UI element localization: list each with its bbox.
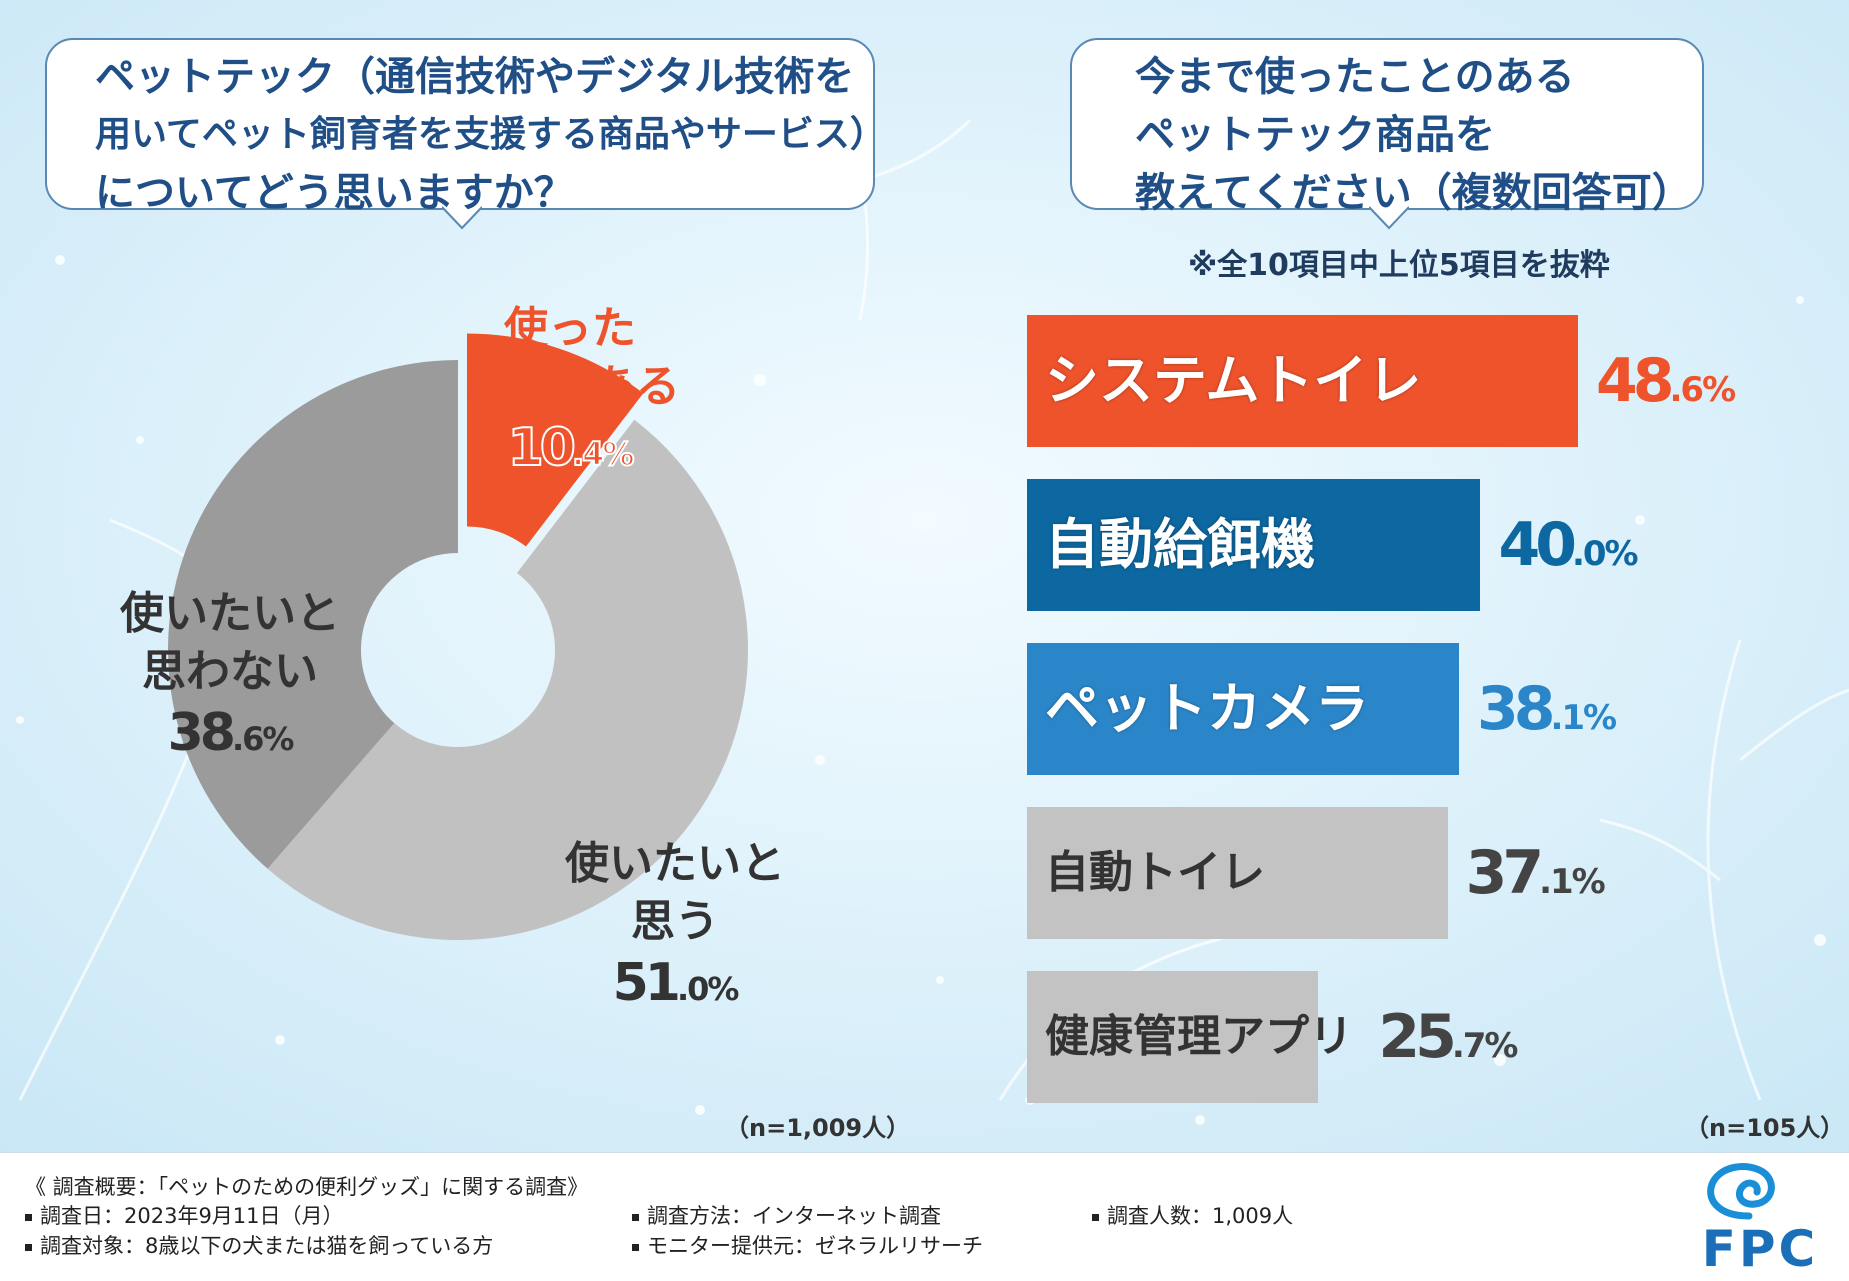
bar-value-main: 48 — [1596, 346, 1674, 416]
pie-value-decimal: .4% — [571, 434, 636, 474]
right-question-bubble — [1070, 38, 1704, 230]
survey-target: 調査対象：8歳以下の犬または猫を飼っている方 — [25, 1230, 493, 1260]
survey-count: 調査人数：1,009人 — [1092, 1200, 1293, 1230]
left-question-line: ペットテック（通信技術やデジタル技術を — [95, 54, 855, 100]
pie-sample-size: （n=1,009人） — [725, 1114, 911, 1142]
pie-label-text: ことがある — [460, 361, 680, 412]
pie-value: 38.6% — [100, 701, 360, 771]
bar-health-app: 健康管理アプリ — [1027, 971, 1353, 1103]
pie-value-decimal: .0% — [676, 970, 740, 1008]
pie-value-main: 51 — [612, 953, 681, 1013]
survey-date: 調査日：2023年9月11日（月） — [25, 1200, 344, 1230]
bar-value-decimal: .1% — [1539, 862, 1606, 902]
survey-provider-text: モニター提供元：ゼネラルリサーチ — [647, 1234, 983, 1258]
pie-label-want: 使いたいと 思う 51.0% — [540, 835, 810, 1021]
pie-chart — [167, 333, 748, 940]
pie-label-text: 思わない — [142, 646, 318, 697]
pie-value-main: 38 — [167, 703, 236, 763]
bar-value-decimal: .0% — [1571, 534, 1639, 574]
pie-slice-not-want — [167, 360, 458, 869]
bullet-icon — [632, 1243, 639, 1251]
bar-value-decimal: .7% — [1451, 1026, 1519, 1066]
bubble-pointer — [1369, 206, 1409, 230]
pie-label-used: 使った ことがある 10.4% — [440, 300, 700, 486]
pie-label-text: 使った — [504, 303, 636, 354]
bar-label: 自動給餌機 — [1045, 513, 1315, 576]
bar-auto-feeder: 自動給餌機 — [1027, 479, 1481, 611]
bullet-icon — [632, 1213, 639, 1221]
pie-label-text: 使いたいと — [120, 588, 340, 639]
survey-target-text: 調査対象：8歳以下の犬または猫を飼っている方 — [40, 1234, 494, 1258]
right-question-line: 今まで使ったことのある — [1135, 54, 1575, 100]
pie-label-text: 使いたいと — [565, 838, 785, 889]
bar-value-decimal: .6% — [1669, 370, 1737, 410]
survey-count-text: 調査人数：1,009人 — [1107, 1204, 1294, 1228]
pie-value-decimal: .6% — [231, 720, 295, 758]
bubble-pointer — [442, 206, 482, 230]
survey-title: 《 調査概要：「ペットのための便利グッズ」に関する調査》 — [25, 1175, 589, 1199]
pie-value: 10.4% — [440, 416, 700, 486]
survey-date-text: 調査日：2023年9月11日（月） — [40, 1204, 344, 1228]
left-question-line: 用いてペット飼育者を支援する商品やサービス） — [95, 114, 886, 155]
right-question-text: 今まで使ったことのある ペットテック商品を 教えてください（複数回答可） — [1135, 48, 1692, 222]
bar-label: 自動トイレ — [1045, 847, 1265, 898]
bar-system-toilet: システムトイレ — [1027, 315, 1578, 447]
bar-value: 48.6% — [1596, 315, 1737, 447]
right-note: ※全10項目中上位5項目を抜粋 — [1188, 248, 1610, 283]
pie-slice-used — [466, 333, 644, 547]
bar-value-main: 37 — [1465, 838, 1544, 908]
bullet-icon — [25, 1243, 32, 1251]
bar-auto-toilet: 自動トイレ — [1027, 807, 1448, 939]
bar-sample-size: （n=105人） — [1685, 1114, 1845, 1142]
left-question-line: についてどう思いますか？ — [95, 170, 574, 216]
pie-label-text: 思う — [631, 896, 719, 947]
bar-value-main: 25 — [1378, 1002, 1456, 1072]
right-question-line: 教えてください（複数回答可） — [1135, 170, 1692, 216]
pie-slice-want — [267, 419, 748, 940]
bar-label: 健康管理アプリ — [1045, 1011, 1353, 1062]
bar-value-main: 38 — [1476, 674, 1555, 744]
bullet-icon — [25, 1213, 32, 1221]
left-question-text: ペットテック（通信技術やデジタル技術を 用いてペット飼育者を支援する商品やサービ… — [95, 48, 886, 222]
pie-label-not-want: 使いたいと 思わない 38.6% — [100, 585, 360, 771]
pie-value-main: 10 — [507, 417, 577, 479]
survey-method-text: 調査方法：インターネット調査 — [647, 1204, 941, 1228]
bar-value-main: 40 — [1498, 510, 1576, 580]
bar-value-decimal: .1% — [1550, 698, 1617, 738]
left-question-bubble — [45, 38, 875, 230]
survey-method: 調査方法：インターネット調査 — [632, 1200, 941, 1230]
fpc-logo-icon — [1707, 1163, 1775, 1220]
bar-value: 37.1% — [1465, 807, 1606, 939]
fpc-logo-text: FPC — [1701, 1220, 1819, 1278]
survey-footer: 《 調査概要：「ペットのための便利グッズ」に関する調査》 調査日：2023年9月… — [0, 1152, 1849, 1281]
pie-value: 51.0% — [540, 951, 810, 1021]
right-question-line: ペットテック商品を — [1135, 112, 1495, 158]
survey-provider: モニター提供元：ゼネラルリサーチ — [632, 1230, 983, 1260]
bar-label: ペットカメラ — [1045, 677, 1369, 740]
bar-pet-camera: ペットカメラ — [1027, 643, 1459, 775]
bullet-icon — [1092, 1213, 1099, 1221]
bar-value: 25.7% — [1378, 971, 1519, 1103]
bar-label: システムトイレ — [1045, 349, 1422, 412]
bar-value: 40.0% — [1498, 479, 1639, 611]
bar-value: 38.1% — [1476, 643, 1617, 775]
